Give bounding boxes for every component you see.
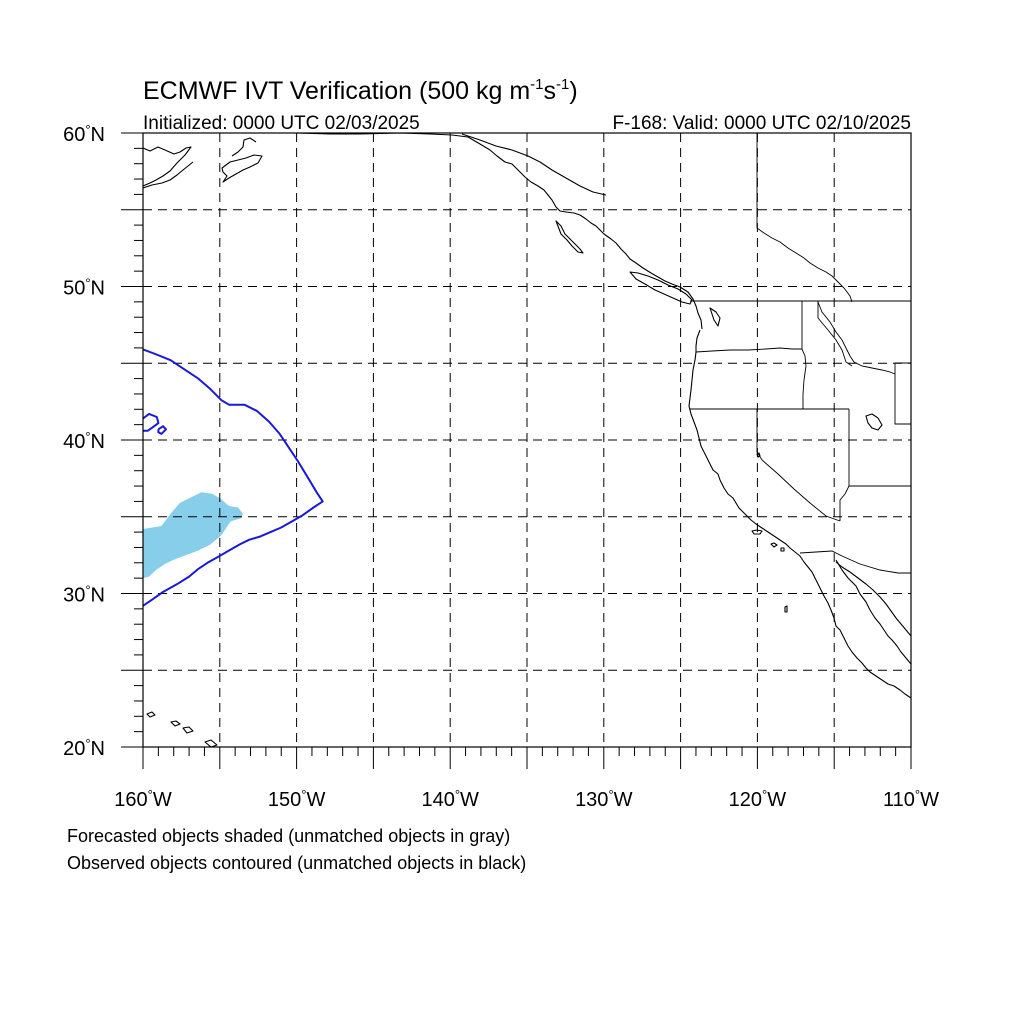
canada-interior-line: [756, 227, 853, 303]
lat-label: 20°N: [63, 736, 105, 760]
haida-gwaii: [555, 220, 584, 254]
initialized-label: Initialized: 0000 UTC 02/03/2025: [143, 113, 420, 134]
alaska-peninsula: [143, 161, 194, 189]
title-unit-s: s: [544, 77, 557, 105]
us-mexico-border: [799, 550, 911, 574]
puget-sound: [709, 307, 721, 327]
lon-label: 110°W: [883, 787, 939, 811]
vancouver-island: [629, 271, 693, 305]
observed-ivt-contour: [143, 348, 324, 607]
mt-id-border: [817, 301, 853, 367]
baja-california: [835, 559, 911, 665]
lon-label: 120°W: [729, 787, 787, 811]
id-border: [801, 301, 807, 409]
lat-label: 30°N: [63, 583, 105, 607]
legend-forecast-note: Forecasted objects shaded (unmatched obj…: [67, 826, 510, 846]
guadalupe-island: [784, 605, 788, 613]
forecast-objects-layer: [143, 492, 243, 579]
az-border-west: [839, 485, 850, 521]
lon-label: 140°W: [421, 787, 479, 811]
lat-label: 50°N: [63, 276, 105, 300]
lat-label: 40°N: [63, 429, 105, 453]
gridlines: [143, 133, 911, 747]
channel-islands: [751, 529, 785, 552]
legend-observed-note: Observed objects contoured (unmatched ob…: [67, 853, 526, 873]
kodiak-coastline: [221, 154, 263, 183]
alaska-coastline: [143, 146, 192, 187]
wa-or-border: [695, 347, 802, 353]
alaska-panhandle-border: [461, 133, 607, 196]
kenai-coast: [231, 137, 257, 157]
lat-label: 60°N: [63, 122, 105, 146]
great-salt-lake: [865, 413, 883, 431]
title-exponent-1: -1: [530, 76, 543, 93]
land-features: [143, 133, 911, 747]
map-title: ECMWF IVT Verification (500 kg m-1s-1): [143, 76, 578, 105]
hawaii-islands: [146, 711, 218, 747]
axis-labels: 60°N 50°N 40°N 30°N 20°N 160°W 150°W 140°W 130°W…: [63, 122, 939, 811]
observed-objects-layer: [143, 348, 324, 607]
us-west-coastline: [688, 329, 911, 699]
axis-ticks: [121, 132, 912, 769]
canada-interior-line-2: [817, 301, 896, 375]
ca-nv-border: [756, 409, 841, 522]
gulf-of-alaska-coast: [295, 133, 703, 330]
gulf-of-california-east: [835, 561, 911, 637]
title-text: ECMWF IVT Verification (500 kg m: [143, 77, 530, 105]
observed-ivt-contour: [157, 425, 167, 435]
title-close: ): [569, 77, 577, 105]
mt-wy-border: [894, 362, 911, 425]
valid-label: F-168: Valid: 0000 UTC 02/10/2025: [612, 113, 911, 134]
forecast-ivt-object: [143, 492, 243, 579]
lon-label: 130°W: [575, 787, 633, 811]
title-exponent-2: -1: [556, 76, 569, 93]
observed-ivt-contour: [143, 412, 160, 432]
map-content: [143, 133, 911, 747]
lon-label: 160°W: [114, 787, 172, 811]
lon-label: 150°W: [268, 787, 326, 811]
